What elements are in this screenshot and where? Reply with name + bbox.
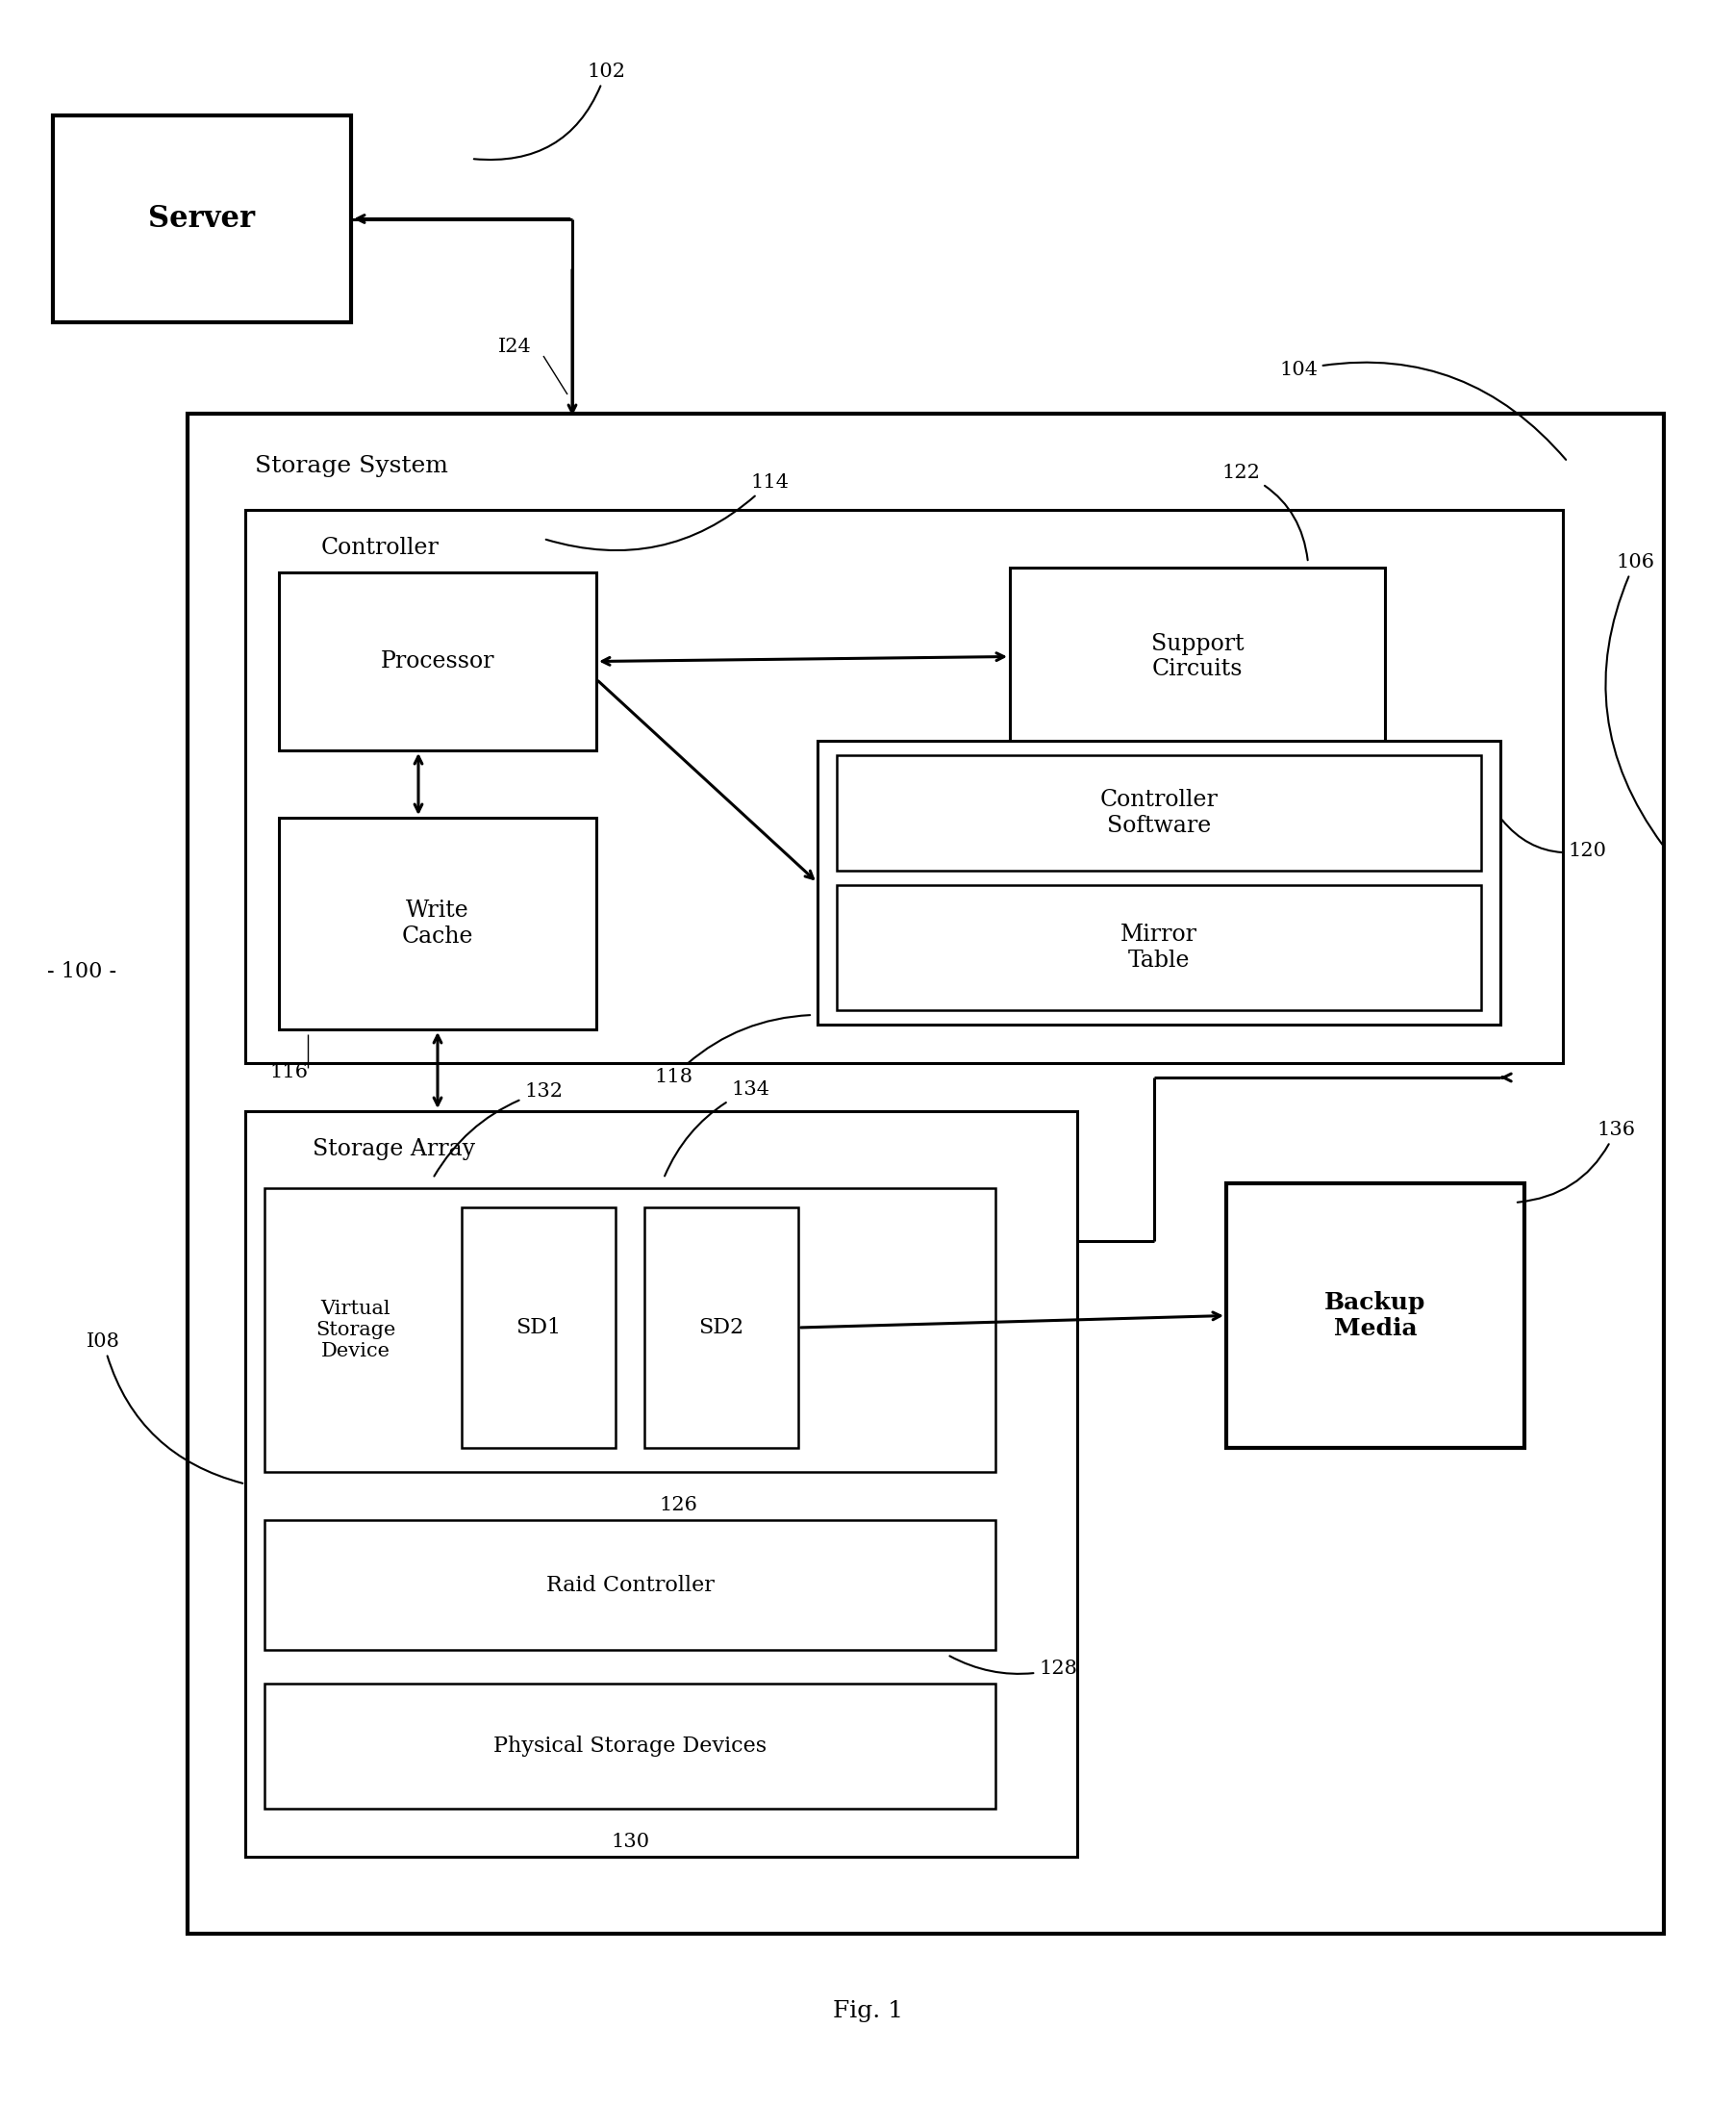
Text: I24: I24 bbox=[498, 337, 531, 356]
Text: Controller: Controller bbox=[321, 537, 439, 560]
Text: I08: I08 bbox=[87, 1332, 243, 1483]
Bar bbox=[264, 1519, 995, 1650]
Text: 134: 134 bbox=[665, 1079, 769, 1176]
Bar bbox=[818, 741, 1500, 1025]
Bar bbox=[264, 1189, 995, 1473]
Bar bbox=[462, 1208, 616, 1448]
Bar bbox=[52, 116, 351, 322]
Text: Mirror
Table: Mirror Table bbox=[1120, 924, 1198, 972]
Text: 130: 130 bbox=[611, 1833, 649, 1852]
Text: 118: 118 bbox=[654, 1014, 811, 1086]
Text: 126: 126 bbox=[660, 1496, 698, 1515]
Bar bbox=[187, 414, 1663, 1934]
Bar bbox=[245, 509, 1562, 1063]
Text: SD2: SD2 bbox=[698, 1317, 745, 1338]
Text: 114: 114 bbox=[545, 473, 788, 551]
Bar bbox=[837, 886, 1481, 1010]
Text: Support
Circuits: Support Circuits bbox=[1151, 633, 1245, 680]
Text: 136: 136 bbox=[1517, 1121, 1635, 1201]
Bar bbox=[644, 1208, 799, 1448]
Text: 132: 132 bbox=[434, 1081, 562, 1176]
Text: Server: Server bbox=[149, 204, 255, 234]
Bar bbox=[245, 1111, 1076, 1856]
Bar bbox=[1226, 1182, 1524, 1448]
Text: Virtual
Storage
Device: Virtual Storage Device bbox=[316, 1300, 396, 1361]
Text: Backup
Media: Backup Media bbox=[1325, 1290, 1425, 1340]
Text: 106: 106 bbox=[1606, 553, 1663, 844]
Bar bbox=[279, 818, 595, 1029]
Bar bbox=[279, 572, 595, 751]
Text: Processor: Processor bbox=[380, 650, 495, 673]
Text: 122: 122 bbox=[1222, 463, 1307, 560]
Text: 128: 128 bbox=[950, 1656, 1076, 1677]
Text: 102: 102 bbox=[474, 63, 625, 160]
Text: Controller
Software: Controller Software bbox=[1101, 789, 1219, 837]
Bar bbox=[837, 755, 1481, 871]
Text: Fig. 1: Fig. 1 bbox=[833, 1999, 903, 2022]
Text: Storage System: Storage System bbox=[255, 457, 448, 478]
Text: Raid Controller: Raid Controller bbox=[545, 1574, 713, 1595]
Bar bbox=[1010, 568, 1385, 745]
Text: 104: 104 bbox=[1279, 360, 1566, 461]
Text: Storage Array: Storage Array bbox=[312, 1138, 476, 1161]
Text: Physical Storage Devices: Physical Storage Devices bbox=[493, 1736, 767, 1757]
Text: 116: 116 bbox=[269, 1063, 307, 1081]
Text: Write
Cache: Write Cache bbox=[401, 901, 474, 947]
Bar bbox=[264, 1683, 995, 1809]
Text: - 100 -: - 100 - bbox=[47, 962, 116, 983]
Text: 120: 120 bbox=[1502, 821, 1606, 861]
Text: SD1: SD1 bbox=[516, 1317, 561, 1338]
